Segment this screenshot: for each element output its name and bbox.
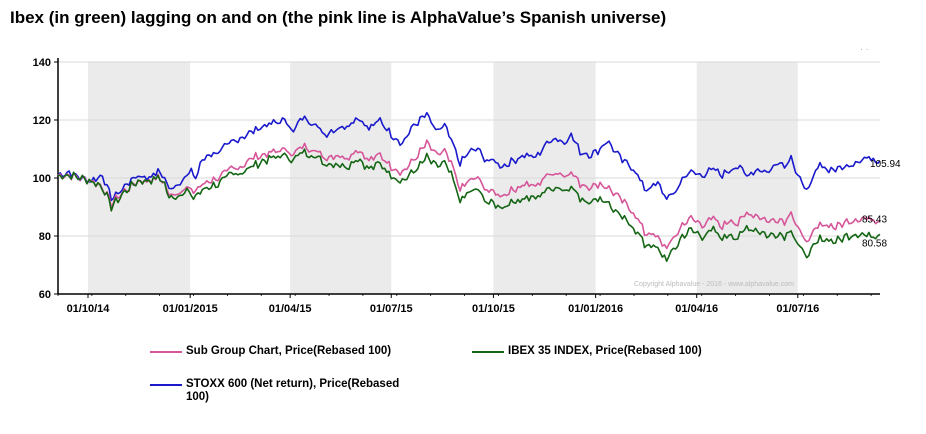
x-tick-label-3: 01/07/15 bbox=[370, 303, 413, 315]
y-tick-labels: 60 80 100 120 140 bbox=[33, 57, 58, 301]
series-lines bbox=[57, 111, 881, 262]
x-tick-label-1: 01/01/2015 bbox=[163, 303, 218, 315]
legend-label: STOXX 600 (Net return), Price(Rebased 10… bbox=[186, 378, 400, 403]
y-tick-label-60: 60 bbox=[39, 289, 51, 301]
copyright-text: Copyright Alphavalue - 2016 - www.alphav… bbox=[634, 281, 794, 288]
x-tick-label-2: 01/04/15 bbox=[269, 303, 312, 315]
x-tick-label-5: 01/01/2016 bbox=[568, 303, 623, 315]
top-right-mark: · · bbox=[860, 44, 869, 54]
x-tick-label-0: 01/10/14 bbox=[67, 303, 111, 315]
legend-swatch-blue bbox=[150, 384, 182, 386]
x-tick-labels: 01/10/14 01/01/2015 01/04/15 01/07/15 01/10/… bbox=[57, 294, 872, 315]
axes bbox=[57, 58, 880, 295]
series-line-green bbox=[57, 148, 881, 262]
end-label-pink: 85.43 bbox=[862, 214, 887, 225]
y-tick-label-120: 120 bbox=[33, 115, 51, 127]
chart-title: Ibex (in green) lagging on and on (the p… bbox=[10, 8, 667, 27]
y-tick-label-140: 140 bbox=[33, 57, 51, 69]
series-line-pink bbox=[57, 139, 881, 250]
series-line-blue bbox=[57, 111, 881, 202]
x-tick-label-4: 01/10/15 bbox=[472, 303, 515, 315]
x-tick-label-6: 01/04/16 bbox=[675, 303, 718, 315]
y-tick-label-80: 80 bbox=[39, 231, 51, 243]
end-label-green: 80.58 bbox=[862, 238, 887, 249]
legend-label: Sub Group Chart, Price(Rebased 100) bbox=[186, 345, 392, 357]
y-tick-label-100: 100 bbox=[33, 173, 51, 185]
end-label-blue: 105.94 bbox=[870, 159, 901, 170]
legend-label: IBEX 35 INDEX, Price(Rebased 100) bbox=[508, 345, 702, 357]
legend-swatch-green bbox=[472, 351, 504, 353]
end-labels: 105.94 85.43 80.58 bbox=[862, 159, 901, 250]
legend-swatch-pink bbox=[150, 351, 182, 353]
x-tick-label-7: 01/07/16 bbox=[776, 303, 819, 315]
